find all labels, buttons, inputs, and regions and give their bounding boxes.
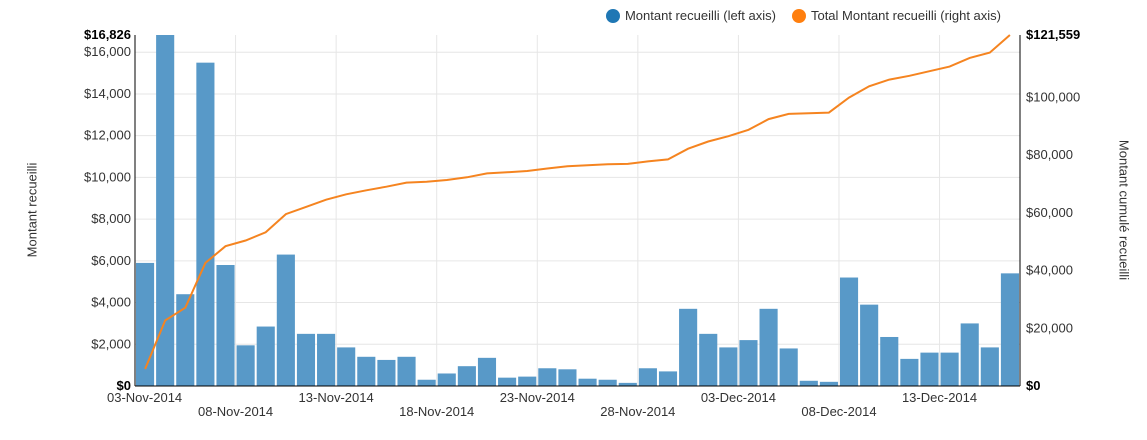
legend-item-right-series[interactable]: Total Montant recueilli (right axis) bbox=[791, 8, 1001, 23]
axes bbox=[134, 35, 1021, 387]
bar[interactable] bbox=[337, 347, 356, 386]
bar[interactable] bbox=[880, 336, 899, 386]
bar[interactable] bbox=[256, 326, 275, 386]
right-tick-label: $20,000 bbox=[1026, 320, 1073, 335]
x-tick-label: 08-Nov-2014 bbox=[198, 404, 273, 419]
left-tick-label: $0 bbox=[117, 378, 131, 393]
bar[interactable] bbox=[477, 357, 497, 386]
bar[interactable] bbox=[860, 304, 879, 386]
bar[interactable] bbox=[719, 347, 738, 386]
bar[interactable] bbox=[920, 352, 939, 386]
left-tick-label: $6,000 bbox=[91, 253, 131, 268]
bar[interactable] bbox=[236, 345, 255, 386]
x-axis-ticks: 03-Nov-2014 08-Nov-2014 13-Nov-2014 18-Nov-… bbox=[107, 390, 977, 419]
bar[interactable] bbox=[357, 356, 376, 386]
right-tick-label: $60,000 bbox=[1026, 205, 1073, 220]
bar[interactable] bbox=[196, 62, 215, 386]
bar[interactable] bbox=[940, 352, 959, 386]
bar[interactable] bbox=[296, 333, 316, 386]
legend-label: Montant recueilli (left axis) bbox=[624, 8, 776, 23]
left-axis-ticks: $0 $2,000 $4,000 $6,000 $8,000 $10,000 $12,000… bbox=[84, 27, 131, 393]
right-axis-ticks: $0 $20,000 $40,000 $60,000 $80,000 $100,000 $1… bbox=[1026, 27, 1080, 393]
bar[interactable] bbox=[136, 262, 155, 386]
bar[interactable] bbox=[317, 333, 336, 386]
right-tick-label: $100,000 bbox=[1026, 89, 1080, 104]
legend-dot-icon bbox=[605, 8, 620, 23]
bar[interactable] bbox=[176, 294, 195, 386]
bar[interactable] bbox=[538, 368, 557, 386]
legend-dot-icon bbox=[791, 8, 806, 23]
left-tick-label: $12,000 bbox=[84, 128, 131, 143]
x-tick-label: 18-Nov-2014 bbox=[399, 404, 474, 419]
right-axis-title: Montant cumulé recueilli bbox=[1116, 139, 1132, 281]
bar[interactable] bbox=[276, 254, 295, 386]
bar[interactable] bbox=[759, 308, 778, 386]
x-tick-label: 03-Dec-2014 bbox=[701, 390, 776, 405]
bar[interactable] bbox=[980, 347, 999, 386]
bar[interactable] bbox=[437, 373, 456, 386]
legend: Montant recueilli (left axis) Total Mont… bbox=[605, 8, 1001, 23]
bar[interactable] bbox=[839, 277, 859, 386]
x-tick-label: 03-Nov-2014 bbox=[107, 390, 182, 405]
bar[interactable] bbox=[638, 368, 657, 386]
right-tick-label: $40,000 bbox=[1026, 263, 1073, 278]
cumulative-line[interactable] bbox=[144, 34, 1011, 370]
bar[interactable] bbox=[377, 359, 396, 386]
x-tick-label: 13-Dec-2014 bbox=[902, 390, 977, 405]
bar[interactable] bbox=[900, 358, 919, 386]
bar[interactable] bbox=[960, 323, 979, 386]
bar-series bbox=[136, 35, 1019, 386]
bar[interactable] bbox=[216, 265, 235, 386]
bar[interactable] bbox=[779, 348, 798, 386]
bar[interactable] bbox=[578, 378, 597, 386]
bar[interactable] bbox=[739, 340, 758, 386]
x-tick-label: 23-Nov-2014 bbox=[500, 390, 575, 405]
left-tick-label: $8,000 bbox=[91, 211, 131, 226]
bar[interactable] bbox=[618, 382, 637, 386]
left-axis-max-label: $16,826 bbox=[84, 27, 131, 42]
bar[interactable] bbox=[518, 376, 537, 386]
right-tick-label: $0 bbox=[1026, 378, 1040, 393]
bar[interactable] bbox=[397, 356, 416, 386]
bar[interactable] bbox=[679, 308, 698, 386]
legend-label: Total Montant recueilli (right axis) bbox=[810, 8, 1001, 23]
bar[interactable] bbox=[699, 333, 718, 386]
bar[interactable] bbox=[819, 381, 838, 386]
bar[interactable] bbox=[156, 35, 175, 386]
bar[interactable] bbox=[558, 369, 577, 386]
bar[interactable] bbox=[598, 379, 617, 386]
right-tick-label: $80,000 bbox=[1026, 147, 1073, 162]
left-axis-title: Montant recueilli bbox=[24, 162, 40, 258]
bar[interactable] bbox=[498, 377, 517, 386]
bar[interactable] bbox=[457, 366, 476, 386]
x-tick-label: 08-Dec-2014 bbox=[801, 404, 876, 419]
left-tick-label: $16,000 bbox=[84, 44, 131, 59]
x-tick-label: 28-Nov-2014 bbox=[600, 404, 675, 419]
x-tick-label: 13-Nov-2014 bbox=[299, 390, 374, 405]
right-axis-max-label: $121,559 bbox=[1026, 27, 1080, 42]
line-series bbox=[144, 34, 1011, 370]
left-tick-label: $4,000 bbox=[91, 295, 131, 310]
bar[interactable] bbox=[658, 371, 678, 386]
legend-item-left-series[interactable]: Montant recueilli (left axis) bbox=[605, 8, 776, 23]
left-tick-label: $14,000 bbox=[84, 86, 131, 101]
bar[interactable] bbox=[799, 380, 818, 386]
bar[interactable] bbox=[417, 379, 436, 386]
left-tick-label: $10,000 bbox=[84, 169, 131, 184]
left-tick-label: $2,000 bbox=[91, 336, 131, 351]
bar[interactable] bbox=[1000, 273, 1019, 386]
